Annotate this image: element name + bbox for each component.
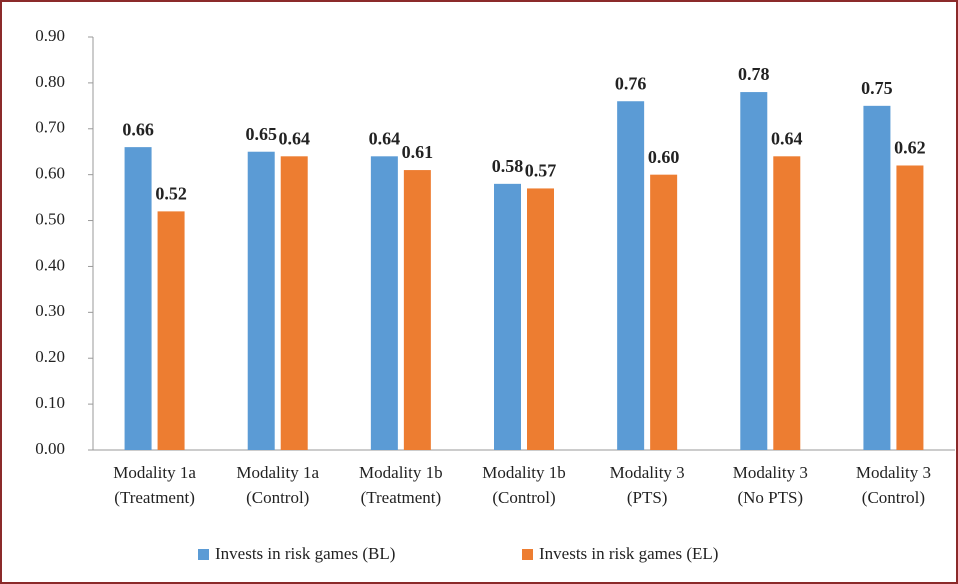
value-label: 0.64 <box>278 128 310 148</box>
value-label: 0.57 <box>525 161 557 181</box>
bar <box>403 170 431 451</box>
x-tick-label: Modality 1a <box>113 463 196 482</box>
y-tick-label: 0.60 <box>35 164 65 183</box>
x-tick-label: Modality 3 <box>856 463 931 482</box>
bar <box>247 151 275 450</box>
x-tick-label: (Control) <box>862 488 925 507</box>
x-tick-label: Modality 1b <box>359 463 443 482</box>
x-tick-label: (Treatment) <box>114 488 195 507</box>
bar <box>527 188 554 450</box>
value-label: 0.64 <box>369 128 401 148</box>
x-tick-label: Modality 3 <box>733 463 808 482</box>
value-label: 0.66 <box>122 119 154 139</box>
y-tick-label: 0.10 <box>35 393 65 412</box>
bar <box>280 156 308 451</box>
bar <box>740 92 768 451</box>
value-label: 0.58 <box>492 156 524 176</box>
value-label: 0.60 <box>648 147 680 167</box>
bar <box>124 147 152 450</box>
value-label: 0.61 <box>402 142 434 162</box>
bar <box>650 174 678 450</box>
y-tick-label: 0.50 <box>35 209 65 228</box>
value-label: 0.52 <box>155 184 187 204</box>
value-label: 0.65 <box>245 124 277 144</box>
y-tick-label: 0.90 <box>35 26 65 45</box>
x-tick-label: (PTS) <box>627 488 668 507</box>
value-label: 0.78 <box>738 64 770 84</box>
x-tick-label: Modality 3 <box>610 463 685 482</box>
legend-label: Invests in risk games (EL) <box>539 544 718 563</box>
x-tick-label: Modality 1a <box>236 463 319 482</box>
y-tick-label: 0.00 <box>35 439 65 458</box>
legend-swatch <box>522 549 533 560</box>
value-label: 0.75 <box>861 78 893 98</box>
legend-label: Invests in risk games (BL) <box>215 544 395 563</box>
y-tick-label: 0.80 <box>35 72 65 91</box>
bar <box>370 156 398 451</box>
x-tick-label: (Treatment) <box>361 488 442 507</box>
value-label: 0.62 <box>894 138 926 158</box>
value-label: 0.64 <box>771 128 803 148</box>
y-tick-label: 0.70 <box>35 118 65 137</box>
bar <box>863 105 891 450</box>
bar <box>617 101 645 450</box>
y-tick-label: 0.20 <box>35 347 65 366</box>
bar <box>494 183 521 450</box>
x-tick-label: Modality 1b <box>482 463 566 482</box>
x-tick-label: (Control) <box>246 488 309 507</box>
bar <box>157 211 185 450</box>
bar <box>773 156 801 451</box>
value-label: 0.76 <box>615 73 647 93</box>
bar <box>896 165 924 450</box>
x-tick-label: (No PTS) <box>737 488 803 507</box>
y-tick-label: 0.30 <box>35 301 65 320</box>
y-tick-label: 0.40 <box>35 255 65 274</box>
legend-swatch <box>198 549 209 560</box>
x-tick-label: (Control) <box>492 488 555 507</box>
